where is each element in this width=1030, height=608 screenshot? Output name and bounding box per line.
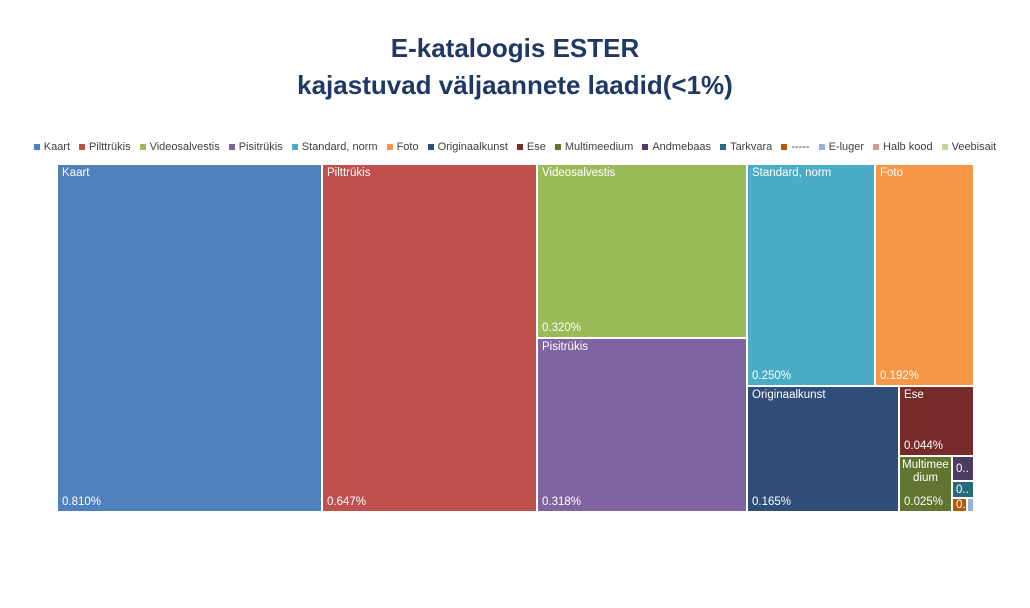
legend-swatch-foto xyxy=(386,144,393,150)
cell-value-label: 0. xyxy=(956,499,965,511)
legend-swatch-veebisait xyxy=(941,144,948,150)
treemap-cell-pisitr-kis: Pisitrükis 0.318% xyxy=(537,338,747,512)
legend-label: Kaart xyxy=(43,141,71,153)
treemap-cell-andmebaas: 0.. xyxy=(952,456,974,481)
legend-item-multimeedium: Multimeedium xyxy=(554,141,634,153)
legend-item-halb-kood: Halb kood xyxy=(873,141,933,153)
legend-label: ----- xyxy=(791,141,810,153)
treemap-cell-kaart: Kaart 0.810% xyxy=(57,164,322,512)
legend-swatch-ese xyxy=(516,144,523,150)
cell-name-label: Pilttrükis xyxy=(327,167,371,179)
legend-label: Veebisait xyxy=(951,141,997,153)
treemap-cell-foto: Foto 0.192% xyxy=(875,164,974,386)
treemap-cell-tarkvara: 0.. xyxy=(952,481,974,498)
cell-value-label: 0.320% xyxy=(542,322,582,334)
legend-label: Foto xyxy=(396,141,419,153)
cell-value-label: 0.647% xyxy=(327,496,367,508)
cell-value-label: 0.. xyxy=(956,462,969,475)
legend-swatch-kaart xyxy=(33,144,40,150)
legend-swatch-videosalvestis xyxy=(139,144,146,150)
legend-item-foto: Foto xyxy=(386,141,419,153)
legend-swatch-halb-kood xyxy=(873,144,880,150)
treemap-cell-ese: Ese 0.044% xyxy=(899,386,974,456)
legend-label: Pilttrükis xyxy=(89,141,131,153)
legend-item-pilttr-kis: Pilttrükis xyxy=(79,141,131,153)
cell-name-label: Multimeedium xyxy=(902,459,949,484)
legend-label: Halb kood xyxy=(883,141,933,153)
legend-label: Multimeedium xyxy=(564,141,634,153)
treemap-cell-originaalkunst: Originaalkunst 0.165% xyxy=(747,386,899,512)
legend-item-e-luger: E-luger xyxy=(818,141,865,153)
cell-value-label: 0.. xyxy=(956,483,969,496)
cell-value-label: 0.250% xyxy=(752,370,792,382)
legend-label: Pisitrükis xyxy=(238,141,283,153)
legend-swatch-dashes xyxy=(781,144,788,150)
legend-item-videosalvestis: Videosalvestis xyxy=(139,141,220,153)
chart-title-line1: E-kataloogis ESTER xyxy=(390,33,640,63)
cell-name-label: Originaalkunst xyxy=(752,389,826,401)
legend-swatch-pisitr-kis xyxy=(228,144,235,150)
cell-name-label: Foto xyxy=(880,167,904,179)
cell-value-label: 0.192% xyxy=(880,370,920,382)
legend-swatch-multimeedium xyxy=(554,144,561,150)
legend-swatch-andmebaas xyxy=(642,144,649,150)
legend-swatch-standard-norm xyxy=(291,144,298,150)
chart-title-line2: kajastuvad väljaannete laadid(<1%) xyxy=(297,70,733,100)
legend-label: Originaalkunst xyxy=(437,141,508,153)
cell-name-label: Videosalvestis xyxy=(542,167,616,179)
legend-item-pisitr-kis: Pisitrükis xyxy=(228,141,283,153)
cell-name-label: Standard, norm xyxy=(752,167,832,179)
cell-value-label: 0.025% xyxy=(904,496,944,508)
legend-swatch-pilttr-kis xyxy=(79,144,86,150)
cell-name-label: Ese xyxy=(904,389,924,401)
legend-label: Standard, norm xyxy=(301,141,378,153)
legend-swatch-tarkvara xyxy=(720,144,727,150)
cell-value-label: 0.318% xyxy=(542,496,582,508)
legend-item-tarkvara: Tarkvara xyxy=(720,141,772,153)
legend-item-ese: Ese xyxy=(516,141,546,153)
legend-label: Ese xyxy=(526,141,546,153)
legend-item-kaart: Kaart xyxy=(33,141,71,153)
legend-item-veebisait: Veebisait xyxy=(941,141,997,153)
legend-item-dashes: ----- xyxy=(781,141,810,153)
cell-value-label: 0.044% xyxy=(904,440,944,452)
legend-swatch-e-luger xyxy=(818,144,825,150)
legend-item-standard-norm: Standard, norm xyxy=(291,141,378,153)
legend-label: Tarkvara xyxy=(730,141,773,153)
cell-name-label: Kaart xyxy=(62,167,90,179)
cell-value-label: 0.165% xyxy=(752,496,792,508)
chart-title: E-kataloogis ESTER kajastuvad väljaannet… xyxy=(0,30,1030,104)
legend-swatch-originaalkunst xyxy=(427,144,434,150)
treemap-cell-pilttr-kis: Pilttrükis 0.647% xyxy=(322,164,537,512)
cell-name-label: Pisitrükis xyxy=(542,341,589,353)
legend-label: Videosalvestis xyxy=(149,141,220,153)
treemap-cell-dashes: 0. xyxy=(952,498,967,512)
legend-label: E-luger xyxy=(828,141,865,153)
treemap-cell-e-luger xyxy=(967,498,974,512)
treemap-cell-videosalvestis: Videosalvestis 0.320% xyxy=(537,164,747,338)
legend: Kaart Pilttrükis Videosalvestis Pisitrükis S… xyxy=(0,141,1030,153)
treemap: Kaart 0.810% Pilttrükis 0.647% Videosalvesti… xyxy=(57,164,974,512)
legend-item-originaalkunst: Originaalkunst xyxy=(427,141,508,153)
legend-label: Andmebaas xyxy=(652,141,712,153)
treemap-cell-standard-norm: Standard, norm 0.250% xyxy=(747,164,875,386)
cell-value-label: 0.810% xyxy=(62,496,102,508)
legend-item-andmebaas: Andmebaas xyxy=(642,141,711,153)
treemap-cell-multimeedium: Multimeedium 0.025% xyxy=(899,456,952,512)
